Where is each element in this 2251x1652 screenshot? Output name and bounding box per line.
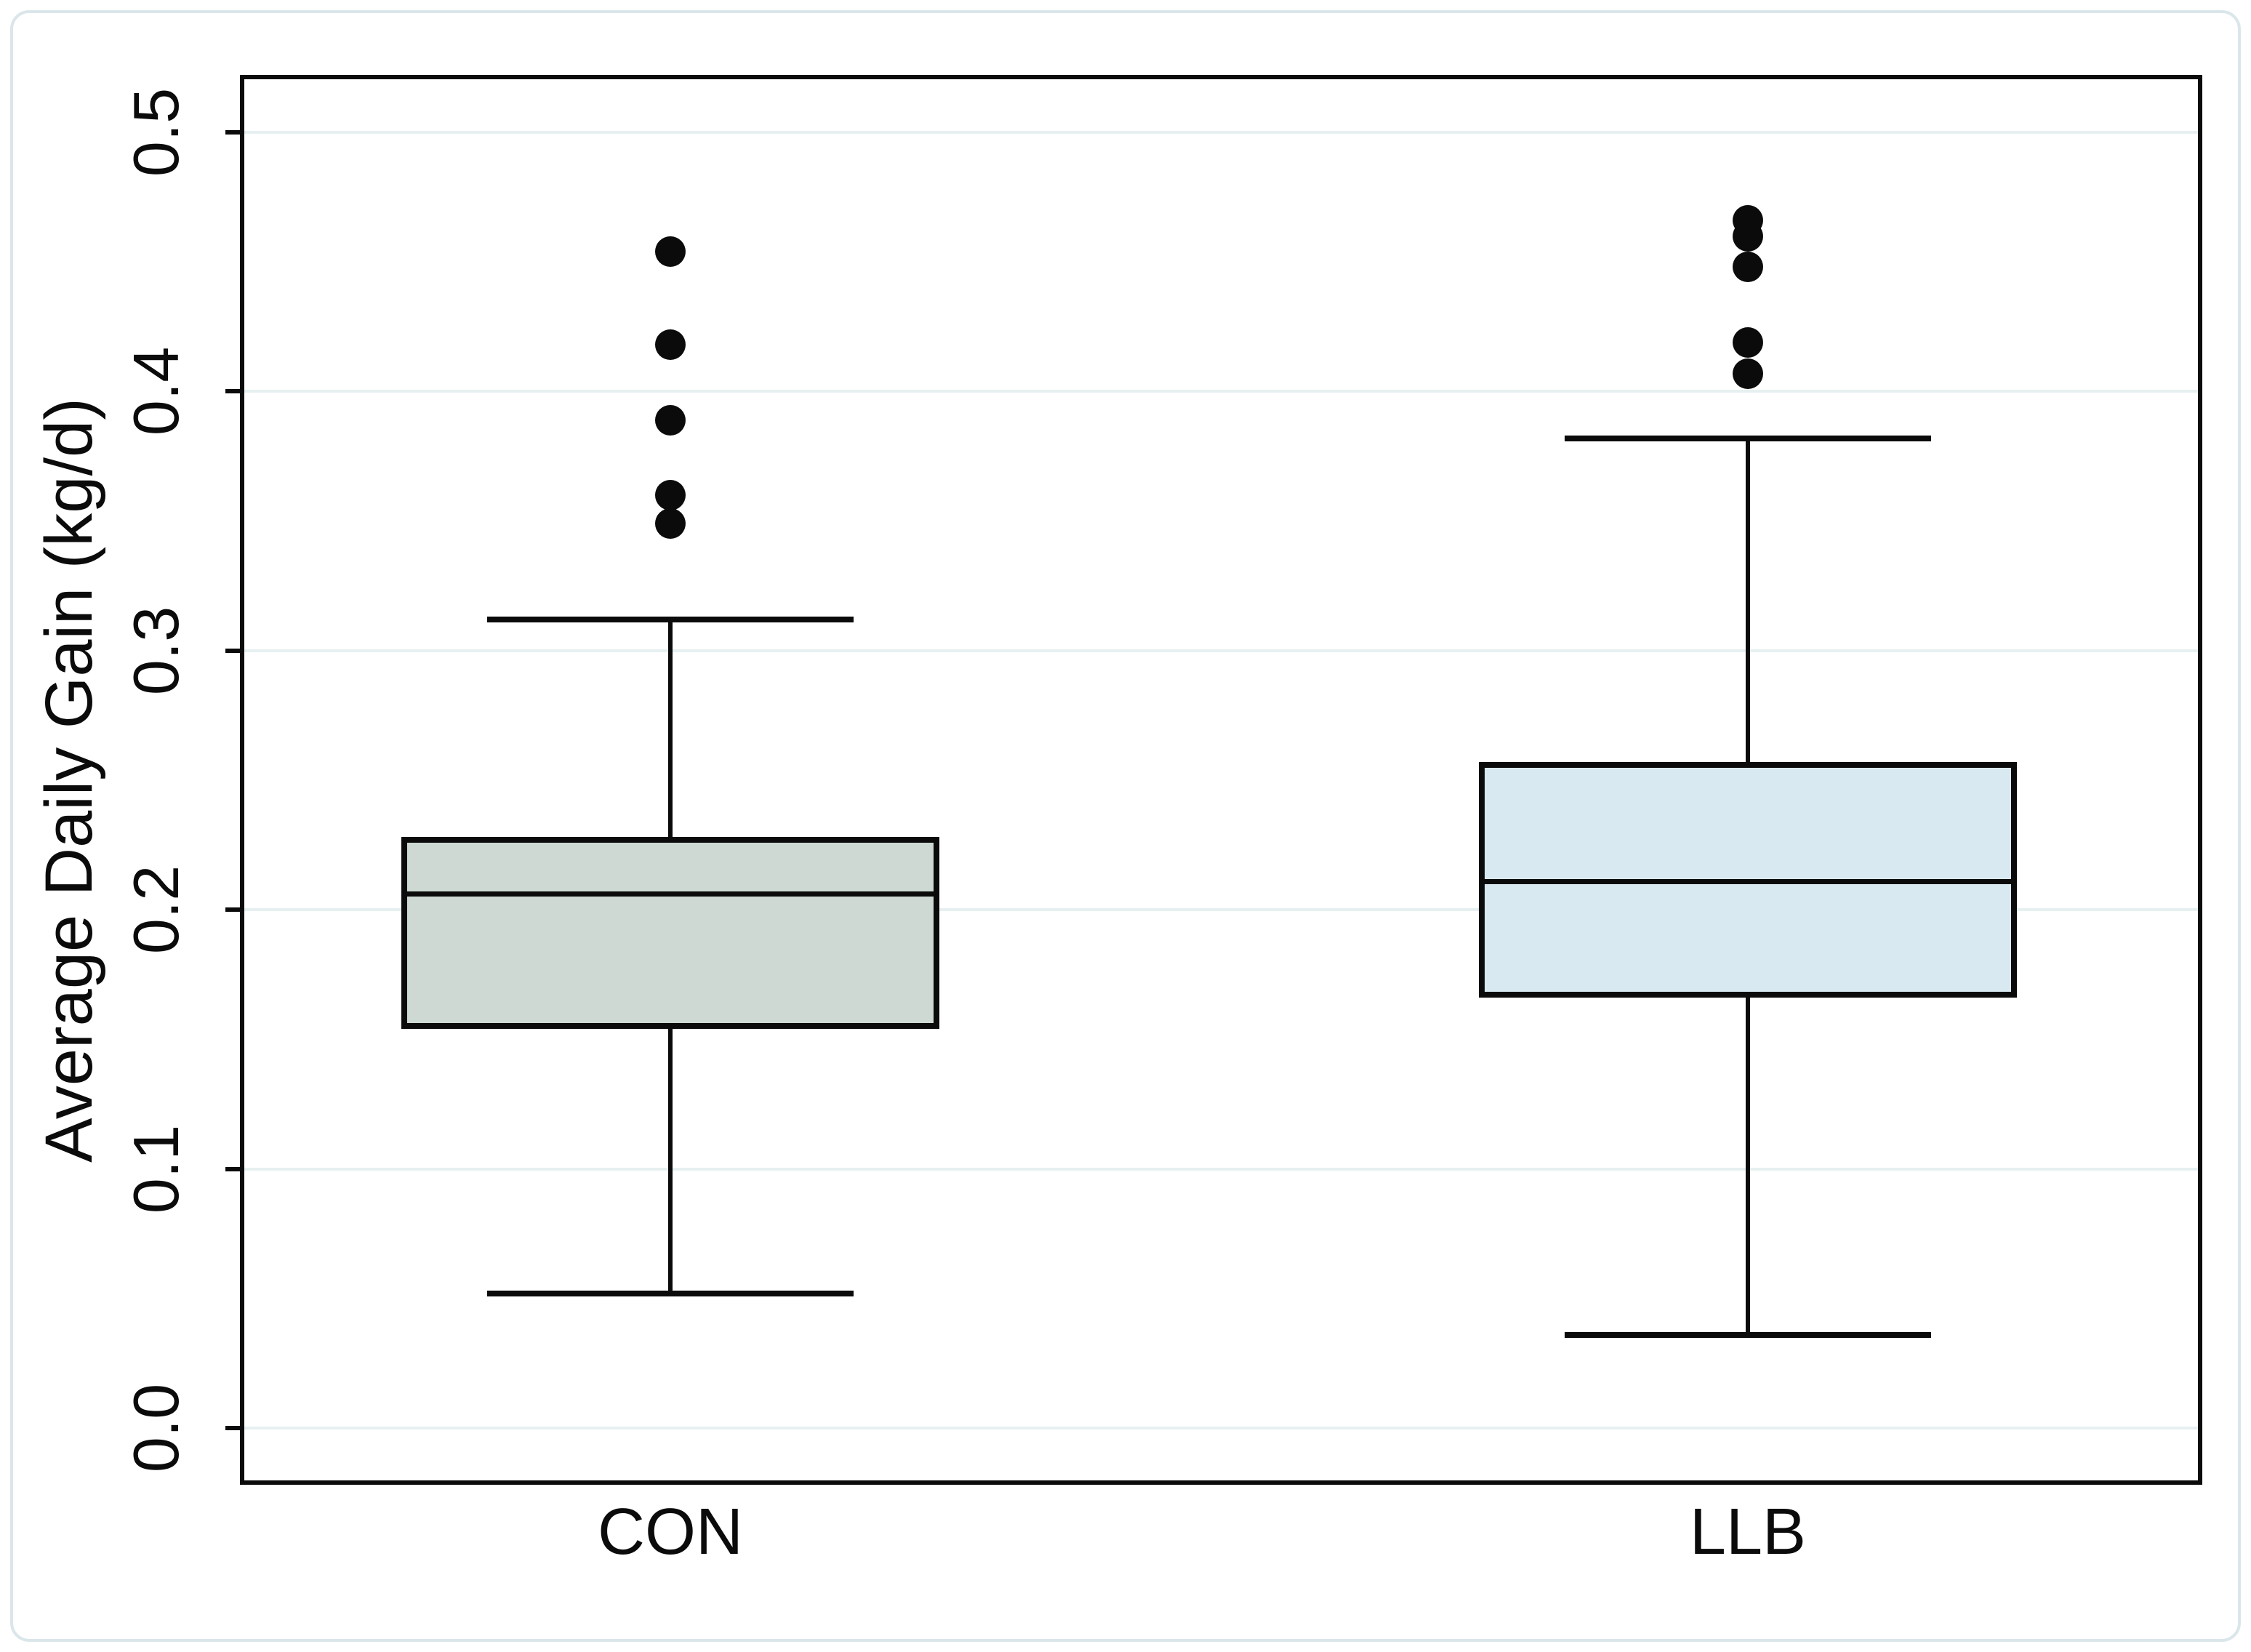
outlier-dot-con xyxy=(655,404,686,436)
outlier-dot-con xyxy=(655,236,686,267)
lower-whisker-cap-llb xyxy=(1565,1331,1931,1338)
median-line-con xyxy=(406,891,935,897)
outlier-dot-con xyxy=(655,480,686,510)
y-gridline xyxy=(244,649,2198,652)
plot-frame: Average Daily Gain (kg/d) 0.0 0.1 0.2 0.3 0.… xyxy=(32,75,2202,1565)
y-tick-label: 0.5 xyxy=(120,87,192,177)
y-gridline xyxy=(244,1427,2198,1430)
lower-whisker-cap-con xyxy=(487,1290,854,1296)
lower-whisker-line-con xyxy=(668,1029,673,1294)
y-tick-label: 0.3 xyxy=(120,606,192,695)
outlier-dot-llb xyxy=(1733,358,1763,389)
outlier-dot-con xyxy=(655,329,686,361)
y-gridline xyxy=(244,131,2198,135)
y-gridline xyxy=(244,390,2198,393)
lower-whisker-line-llb xyxy=(1746,998,1750,1335)
y-tick-mark xyxy=(225,1426,240,1430)
y-tick-mark xyxy=(225,130,240,135)
upper-whisker-line-llb xyxy=(1746,438,1750,763)
y-tick-mark xyxy=(225,648,240,653)
outlier-dot-con xyxy=(655,508,686,540)
iqr-box-con xyxy=(401,837,939,1030)
y-gridline xyxy=(244,1167,2198,1171)
outlier-dot-llb xyxy=(1733,326,1763,358)
y-tick-label: 0.4 xyxy=(120,347,192,436)
y-tick-label: 0.2 xyxy=(120,865,192,955)
y-tick-mark xyxy=(225,389,240,394)
y-tick-label: 0.0 xyxy=(120,1383,192,1473)
y-gridline xyxy=(244,908,2198,912)
x-category-label-llb: LLB xyxy=(1689,1496,1807,1568)
upper-whisker-cap-con xyxy=(487,617,854,623)
outlier-dot-llb xyxy=(1733,252,1763,283)
y-tick-mark xyxy=(225,907,240,913)
upper-whisker-cap-llb xyxy=(1565,435,1931,441)
y-tick-label: 0.1 xyxy=(120,1124,192,1214)
median-line-llb xyxy=(1483,878,2013,884)
outlier-dot-llb xyxy=(1733,205,1763,236)
x-category-label-con: CON xyxy=(598,1496,743,1568)
upper-whisker-line-con xyxy=(668,620,673,838)
y-axis-title: Average Daily Gain (kg/d) xyxy=(32,397,106,1163)
y-tick-mark xyxy=(225,1166,240,1171)
